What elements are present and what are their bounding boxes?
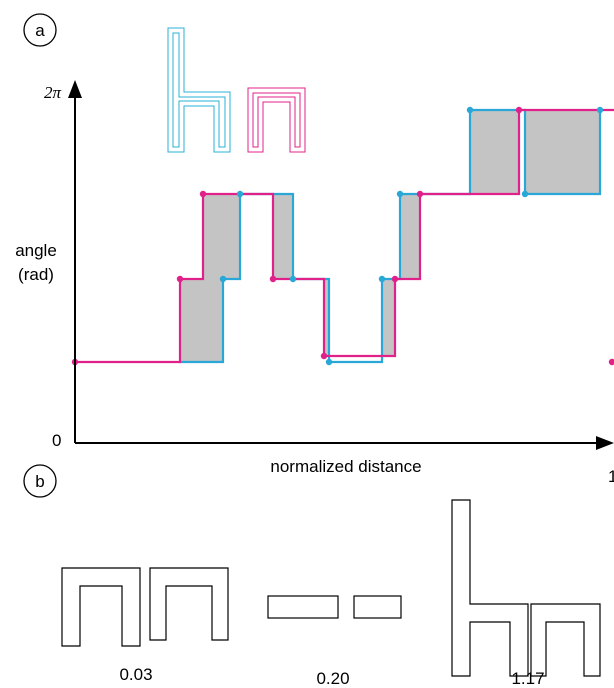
value-label: 0.20 [316, 669, 349, 688]
y-arrow [68, 80, 82, 98]
difference-areas [180, 110, 600, 362]
y-tick-label: 0 [52, 431, 61, 450]
x-tick-label: 1 [608, 467, 614, 486]
y-axis-label: (rad) [18, 265, 54, 284]
shape-outline [354, 596, 401, 618]
shape-outline [531, 604, 600, 676]
h-icon [168, 28, 230, 152]
y-axis-label: angle [15, 241, 57, 260]
x-axis-label: normalized distance [270, 457, 421, 476]
panel-label: a [35, 21, 45, 40]
shape-outline [62, 568, 140, 646]
panel-label: b [35, 472, 44, 491]
shape-outline [452, 500, 528, 676]
value-label: 1.17 [511, 669, 544, 688]
y-tick-label: 2π [44, 83, 62, 102]
n-icon [248, 88, 305, 152]
value-label: 0.03 [119, 665, 152, 684]
x-arrow [596, 436, 614, 450]
figure: a 2π 0 1 angle (rad) normalized distance… [0, 0, 614, 688]
shape-outline [268, 596, 338, 618]
shape-outline [150, 568, 228, 640]
